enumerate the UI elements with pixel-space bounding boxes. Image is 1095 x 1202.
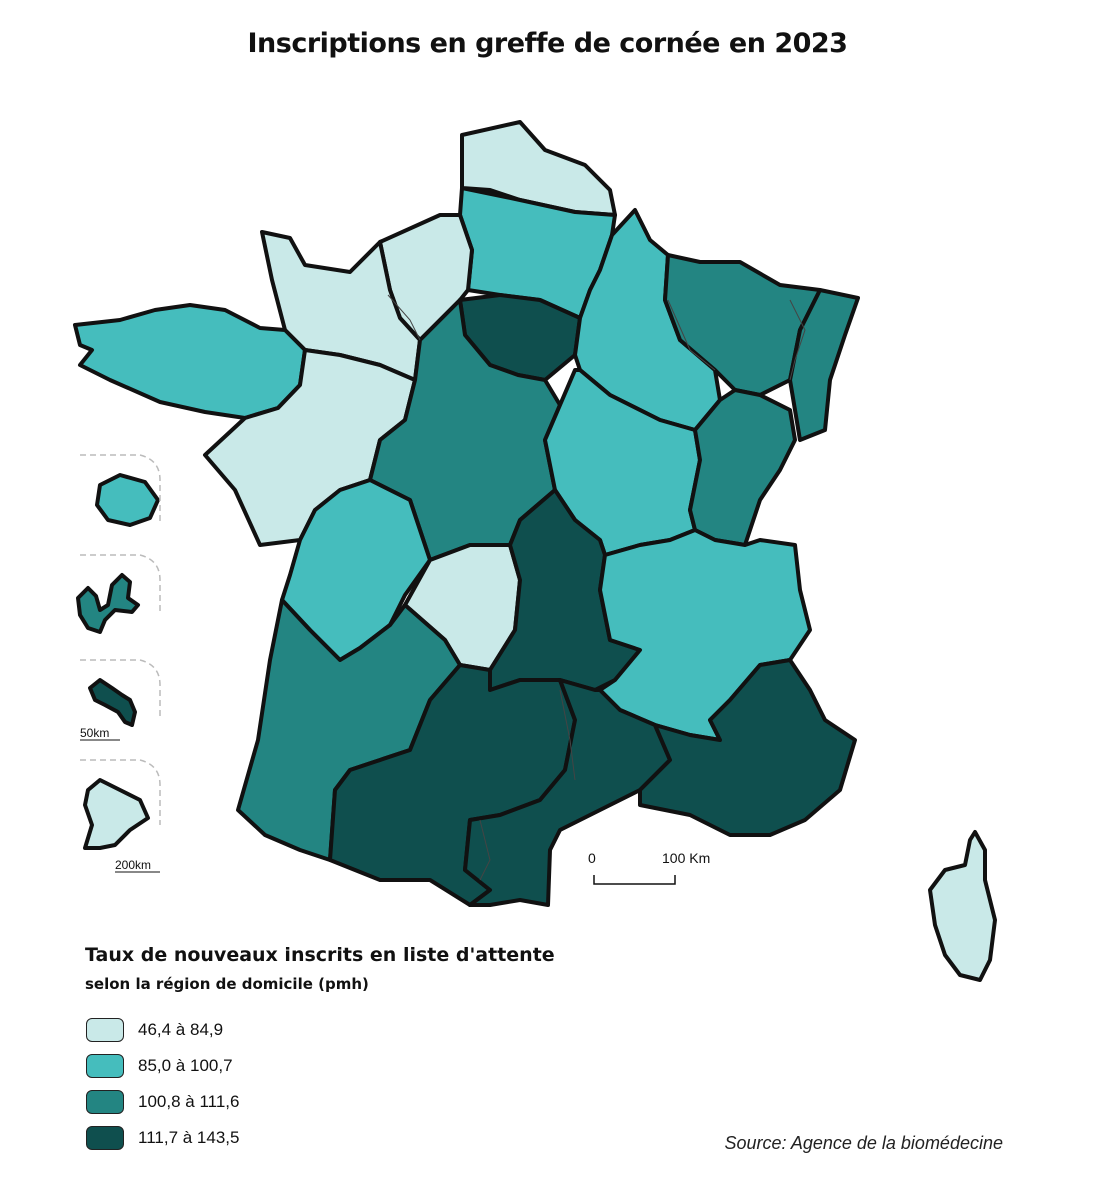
legend-label-1: 46,4 à 84,9: [138, 1020, 224, 1039]
source-note: Source: Agence de la biomédecine: [724, 1133, 1003, 1153]
region-guyane[interactable]: [83, 778, 150, 850]
legend-label-3: 100,8 à 111,6: [138, 1092, 240, 1111]
region-guadeloupe[interactable]: [76, 573, 140, 634]
scale-bar-start-label: 0: [588, 850, 596, 866]
inset-scale-label-small: 50km: [80, 726, 110, 740]
legend-swatch-3: [86, 1090, 124, 1114]
legend-swatch-4: [86, 1126, 124, 1150]
legend-item-4: 111,7 à 143,5: [86, 1125, 239, 1151]
legend-label-4: 111,7 à 143,5: [138, 1128, 240, 1147]
legend-item-1: 46,4 à 84,9: [86, 1017, 223, 1043]
region-martinique[interactable]: [88, 678, 137, 727]
legend-label-2: 85,0 à 100,7: [138, 1056, 233, 1075]
inner-boundaries: [387, 294, 806, 881]
region-languedoc-roussillon[interactable]: [463, 678, 672, 907]
legend-swatch-1: [86, 1018, 124, 1042]
map-title: Inscriptions en greffe de cornée en 2023: [247, 28, 848, 59]
region-paca[interactable]: [638, 658, 857, 837]
region-alsace[interactable]: [788, 288, 860, 442]
inset-scale-bars: [80, 739, 160, 873]
region-corse[interactable]: [928, 830, 997, 982]
inset-frames: [80, 454, 161, 825]
legend-title: Taux de nouveaux inscrits en liste d'att…: [85, 944, 555, 966]
region-franche-comte[interactable]: [688, 388, 797, 547]
legend-item-2: 85,0 à 100,7: [86, 1053, 233, 1079]
region-bretagne[interactable]: [73, 303, 307, 420]
legend-swatch-2: [86, 1054, 124, 1078]
scale-bar-end-label: 100 Km: [662, 850, 711, 866]
inset-scale-label-large: 200km: [115, 858, 152, 872]
legend-subtitle: selon la région de domicile (pmh): [85, 975, 369, 993]
region-reunion[interactable]: [95, 473, 160, 527]
main-scale-bar: [593, 875, 676, 885]
legend-item-3: 100,8 à 111,6: [86, 1089, 239, 1115]
